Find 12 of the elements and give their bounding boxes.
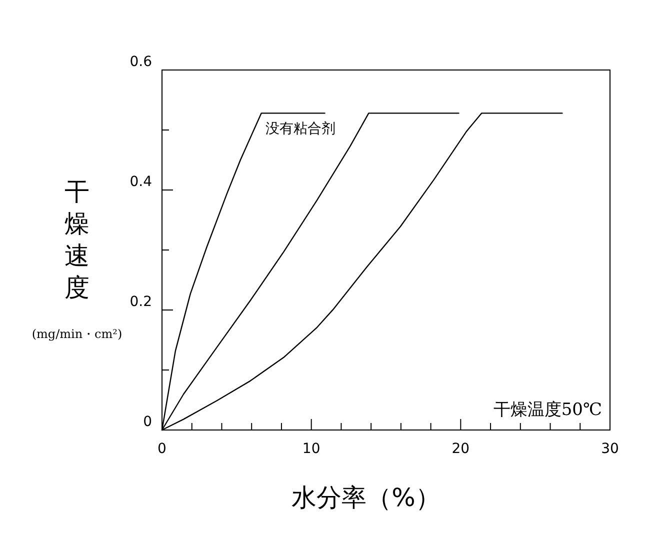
x-tick-label: 30 xyxy=(601,441,619,457)
x-axis-title: 水分率（%） xyxy=(292,483,440,512)
series-label: 没有粘合剂 xyxy=(265,121,336,138)
x-tick-label: 10 xyxy=(302,441,320,457)
y-tick-label: 0.4 xyxy=(130,174,152,190)
y-tick-label: 0 xyxy=(143,414,152,430)
y-tick-label: 0.6 xyxy=(130,54,152,70)
x-tick-label: 20 xyxy=(452,441,470,457)
y-axis-title: 干燥速度 (mg/min・cm²) xyxy=(32,177,122,341)
annotation: 干燥温度50℃ xyxy=(493,400,602,420)
x-tick-label: 0 xyxy=(158,441,166,457)
y-tick-label: 0.2 xyxy=(130,294,152,310)
